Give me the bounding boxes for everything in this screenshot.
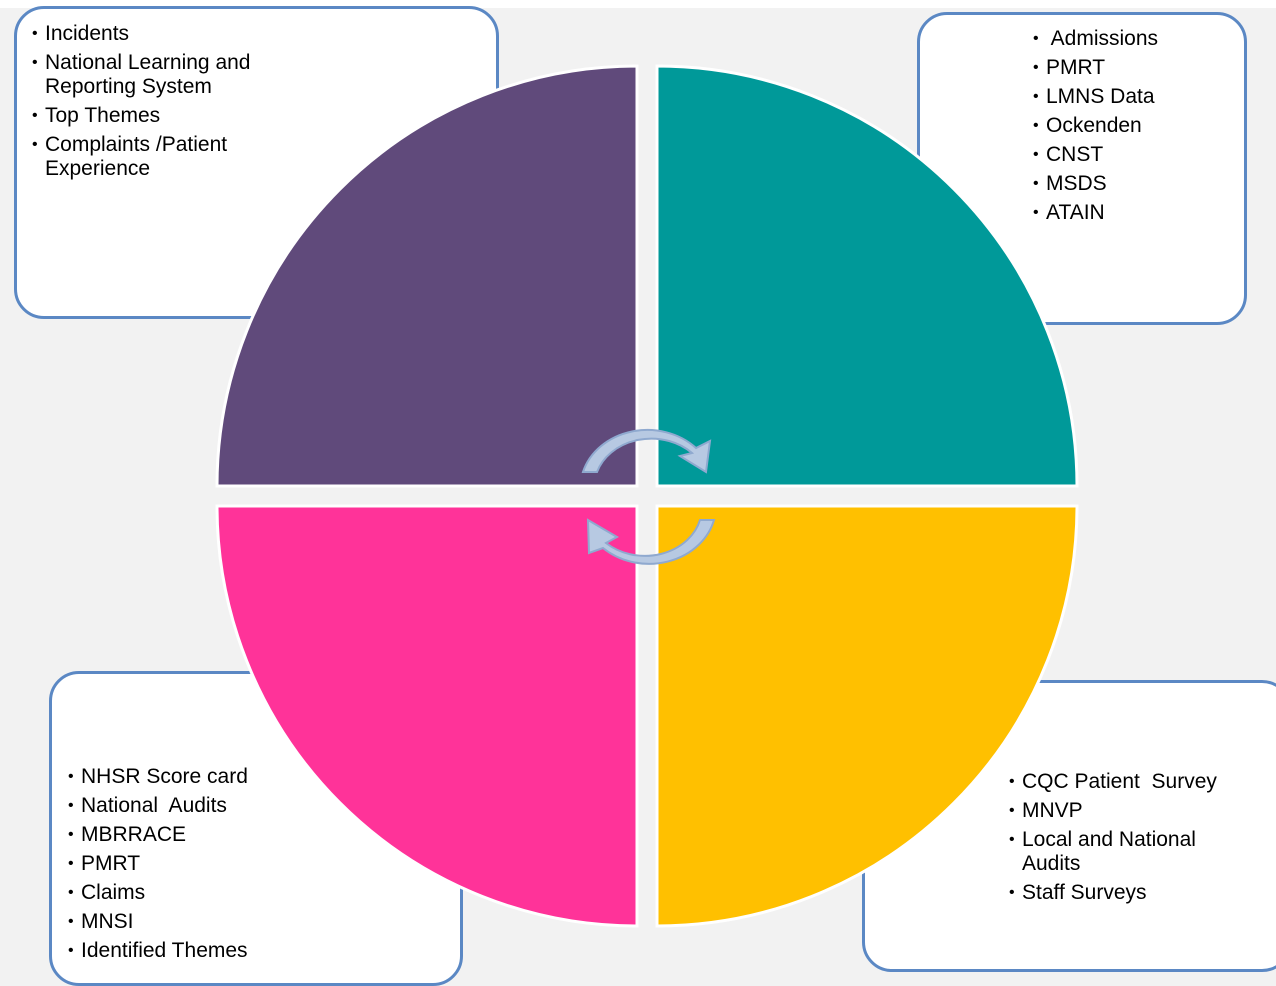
list-item: CNST — [1033, 143, 1233, 167]
list-item: MNVP — [1009, 799, 1259, 823]
list-item: ATAIN — [1033, 201, 1233, 225]
list-item: PMRT — [1033, 56, 1233, 80]
list-item: Top Themes — [32, 104, 332, 128]
list-item: LMNS Data — [1033, 85, 1233, 109]
top-strip — [0, 0, 1276, 8]
list-item: Identified Themes — [68, 939, 358, 963]
quadrant-bottom-right — [655, 504, 1079, 928]
list-item: CQC Patient Survey — [1009, 770, 1259, 794]
list-item: MSDS — [1033, 172, 1233, 196]
quadrant-top-left — [215, 64, 639, 488]
quadrant-top-right — [655, 64, 1079, 488]
list-item: Ockenden — [1033, 114, 1233, 138]
list-item: PMRT — [68, 852, 358, 876]
list-item: National Learning and Reporting System — [32, 51, 332, 99]
list-item: MBRRACE — [68, 823, 358, 847]
cycle-arrow-top-icon — [581, 428, 712, 474]
cycle-arrow-bottom-icon — [586, 518, 716, 565]
list-item: Staff Surveys — [1009, 881, 1259, 905]
top-right-item-list: Admissions PMRT LMNS Data Ockenden CNST … — [1033, 27, 1233, 230]
list-item: Local and National Audits — [1009, 828, 1232, 876]
bottom-left-item-list: NHSR Score card National Audits MBRRACE … — [68, 765, 358, 968]
list-item: Incidents — [32, 22, 332, 46]
list-item: National Audits — [68, 794, 358, 818]
list-item: Admissions — [1033, 27, 1233, 51]
top-left-item-list: Incidents National Learning and Reportin… — [32, 22, 332, 186]
list-item: Complaints /Patient Experience — [32, 133, 332, 181]
list-item: MNSI — [68, 910, 358, 934]
list-item: Claims — [68, 881, 358, 905]
bottom-right-item-list: CQC Patient Survey MNVP Local and Nation… — [1009, 770, 1259, 910]
list-item: NHSR Score card — [68, 765, 358, 789]
